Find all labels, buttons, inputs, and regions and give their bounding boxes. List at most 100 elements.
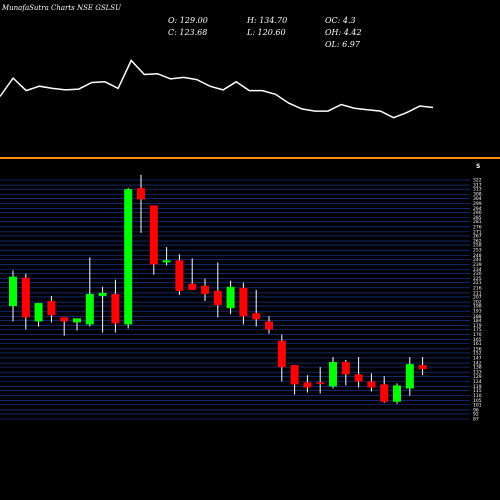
candle [9,270,17,322]
candle-body-down [201,285,209,294]
candle-body-up [9,276,17,307]
candle-body-down [111,293,120,324]
candle [111,279,120,333]
candle-body-up [226,286,235,309]
y-tick-label: 276 [473,224,482,230]
y-tick-label: 198 [473,304,482,310]
y-axis-ticks: 3223173133083042992942902852812762712672… [473,178,482,423]
candle [277,334,286,382]
oh-value: OH: 4.42 [325,28,362,37]
candle [124,188,133,329]
candle [393,383,401,404]
candle-body-up [162,260,171,263]
y-tick-label: 101 [473,402,482,408]
candle [98,286,107,333]
y-tick-label: 253 [473,248,482,254]
y-tick-label: 271 [473,229,482,235]
candle [60,317,69,336]
candle-body-up [124,189,133,325]
y-tick-label: 188 [473,314,482,320]
candle-body-down [380,384,389,402]
candle [137,174,145,233]
high-value: H: 134.70 [246,16,287,25]
y-tick-label: 156 [473,346,482,352]
y-tick-label: 322 [473,178,482,184]
y-tick-label: 115 [473,388,482,394]
y-tick-label: 216 [473,285,482,291]
y-tick-label: 105 [473,398,482,404]
y-tick-label: 262 [473,239,482,245]
y-tick-label: 308 [473,192,482,198]
y-tick-label: 96 [473,407,479,413]
candle-body-down [239,287,248,317]
candle [239,282,248,325]
y-tick-label: 285 [473,215,482,221]
y-tick-label: 129 [473,374,482,380]
y-tick-label: 248 [473,253,482,259]
candle-body-down [265,321,273,330]
y-tick-label: 313 [473,187,482,193]
candle [149,205,158,275]
y-tick-label: 110 [473,393,482,399]
candle [380,376,389,403]
y-tick-label: 161 [473,341,482,347]
candle [354,356,363,388]
candle [252,289,261,327]
open-value: O: 129.00 [168,16,208,25]
y-tick-label: 234 [473,267,482,273]
candle-body-up [329,362,337,387]
candle [73,318,81,331]
close-value: C: 123.68 [168,28,207,37]
candle-body-down [60,317,69,322]
candle [85,257,94,327]
y-tick-label: 294 [473,206,482,212]
y-tick-label: 87 [473,417,479,423]
y-tick-label: 193 [473,309,482,315]
candle [405,356,414,396]
candle-body-up [73,318,81,323]
candle [303,375,312,393]
candle-body-down [277,340,286,368]
y-tick-label: 170 [473,332,482,338]
y-tick-label: 184 [473,318,482,324]
y-tick-label: 211 [473,290,482,296]
y-tick-label: 225 [473,276,482,282]
y-tick-label: 138 [473,365,482,371]
candle-body-up [85,293,94,325]
candle-body-down [341,362,350,375]
candle [418,356,427,376]
candle-body-down [303,382,312,388]
y-tick-label: 304 [473,196,482,202]
candle-body-up [34,303,43,322]
candle [175,254,184,295]
candle-body-down [188,283,197,290]
y-tick-label: 281 [473,219,482,225]
candlestick-series [9,174,427,404]
y-tick-label: 290 [473,210,482,216]
y-tick-label: 258 [473,243,482,249]
candle [162,247,171,266]
y-tick-label: 221 [473,280,482,286]
y-tick-label: 244 [473,257,482,263]
candle [201,278,209,302]
y-tick-label: 147 [473,355,482,361]
low-value: L: 120.60 [246,28,286,37]
y-tick-label: 207 [473,294,482,300]
candle [367,373,376,392]
y-tick-label: 239 [473,262,482,268]
candle-body-down [137,188,145,200]
divider-marker: S [476,163,480,170]
candle-body-down [418,365,427,370]
candle [290,365,299,395]
y-tick-label: 119 [473,384,482,390]
candle-body-up [393,385,401,402]
oc-value: OC: 4.3 [325,16,356,25]
candle [188,258,197,290]
candle-body-down [354,374,363,382]
y-tick-label: 142 [473,361,482,367]
candle [265,316,273,334]
y-tick-label: 299 [473,201,482,207]
candle-body-down [213,290,222,306]
candle-body-down [367,381,376,388]
